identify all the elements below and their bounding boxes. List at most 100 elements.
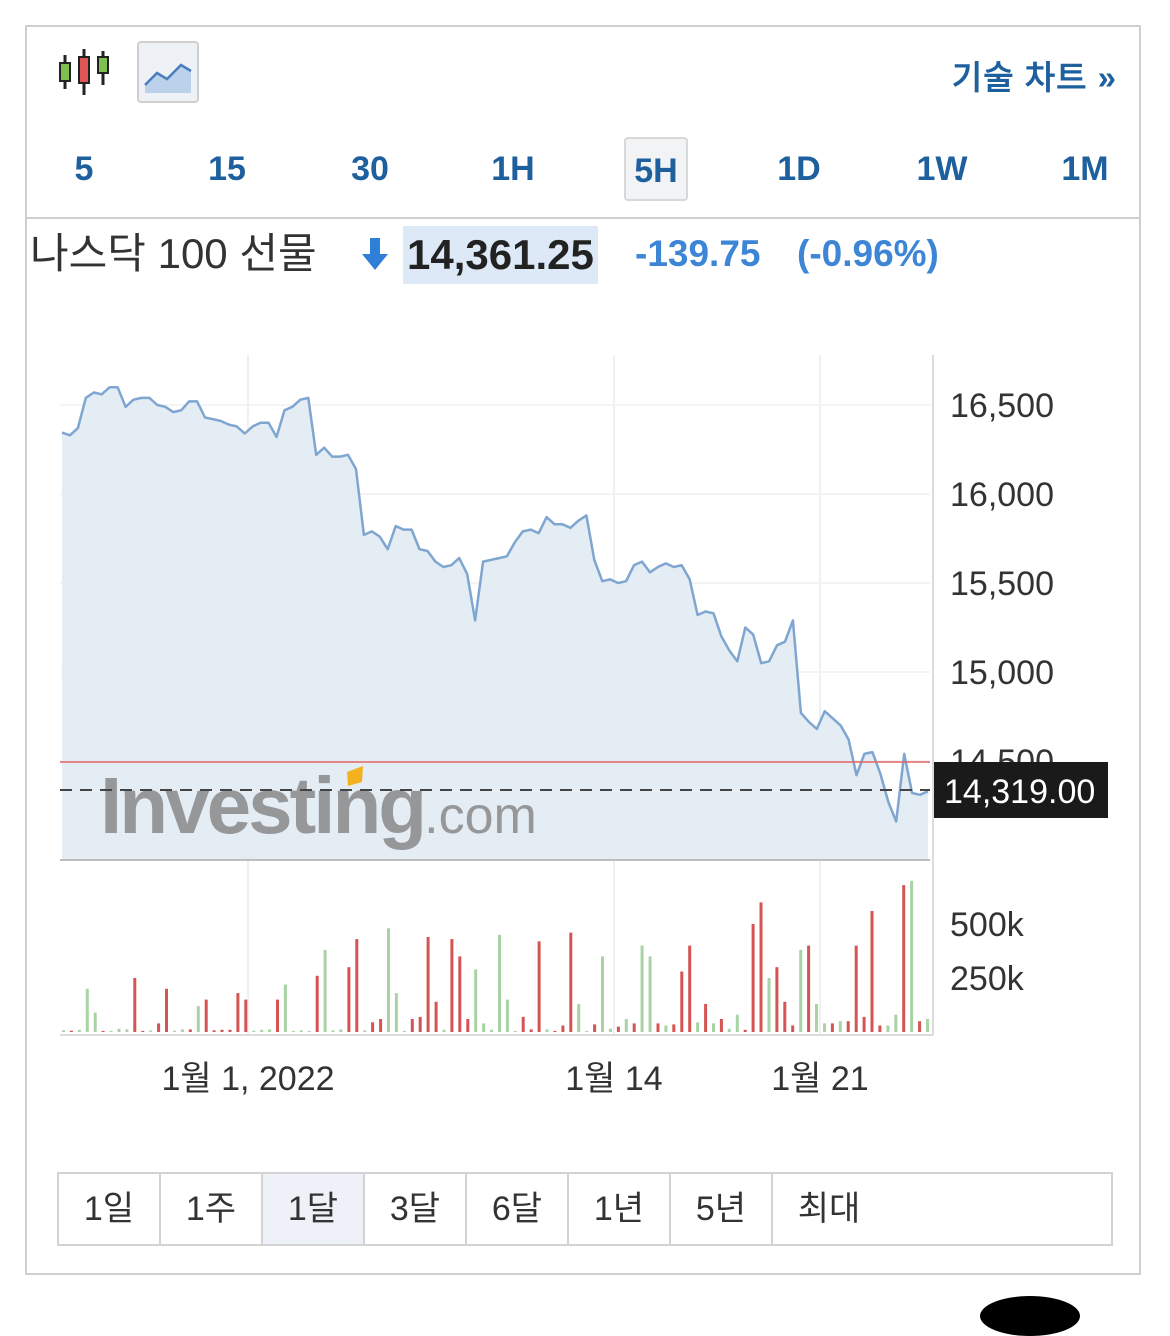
volume-bar xyxy=(624,1019,628,1032)
volume-bar xyxy=(577,1003,581,1032)
volume-bar xyxy=(537,941,541,1032)
timeframe-15[interactable]: 15 xyxy=(208,150,246,188)
price-chart[interactable]: Investing.com 16,500 16,000 15,500 15,000 14,… xyxy=(0,0,1170,1160)
timeframe-1m[interactable]: 1M xyxy=(1061,150,1109,188)
overlay-shape xyxy=(980,1296,1080,1336)
volume-bar xyxy=(918,1021,922,1032)
chart-toolbar: 기술 차트 » 5 15 30 1H 5H 1D 1W 1M xyxy=(27,27,1139,219)
area-chart-icon[interactable] xyxy=(137,41,199,103)
volume-bar xyxy=(363,1030,367,1032)
volume-tick-label: 500k xyxy=(950,906,1025,944)
timeframe-1h[interactable]: 1H xyxy=(491,150,535,188)
volume-bar xyxy=(830,1023,834,1032)
volume-bar xyxy=(196,1006,200,1032)
timeframe-selector: 5 15 30 1H 5H 1D 1W 1M xyxy=(27,137,1139,201)
timeframe-5h[interactable]: 5H xyxy=(624,137,688,201)
volume-bar xyxy=(458,956,462,1032)
volume-bar xyxy=(664,1025,668,1032)
range-1-month[interactable]: 1달 xyxy=(263,1174,365,1244)
volume-bar xyxy=(815,1003,818,1032)
instrument-name: 나스닥 100 선물 xyxy=(30,230,317,277)
volume-bar xyxy=(355,939,359,1032)
volume-bar xyxy=(410,1019,414,1032)
volume-bar xyxy=(283,984,287,1032)
volume-bar xyxy=(236,993,240,1032)
volume-bar xyxy=(442,1029,446,1032)
volume-bar xyxy=(402,1030,406,1032)
volume-bar xyxy=(894,1014,898,1032)
date-tick-label: 1월 14 xyxy=(565,1060,662,1098)
candlestick-chart-icon[interactable] xyxy=(53,41,115,103)
volume-bar xyxy=(838,1021,842,1032)
volume-bar xyxy=(608,1028,612,1032)
volume-bar xyxy=(482,1023,486,1032)
volume-bar xyxy=(616,1026,620,1032)
volume-bar xyxy=(513,1030,517,1032)
range-max[interactable]: 최대 xyxy=(797,1190,861,1228)
volume-bar xyxy=(212,1030,216,1032)
volume-bar xyxy=(173,1030,176,1032)
timeframe-1d[interactable]: 1D xyxy=(777,150,821,188)
price-line xyxy=(61,385,929,823)
volume-bar xyxy=(260,1029,264,1032)
volume-bar xyxy=(276,999,279,1032)
volume-bar xyxy=(371,1022,375,1032)
volume-bar xyxy=(696,1022,700,1032)
volume-bar xyxy=(165,988,168,1032)
volume-bar xyxy=(926,1019,929,1032)
volume-bar xyxy=(141,1030,145,1032)
volume-bar xyxy=(315,975,319,1032)
volume-bar xyxy=(870,911,874,1032)
range-5-years[interactable]: 5년 xyxy=(671,1174,773,1244)
volume-bar xyxy=(450,939,454,1032)
volume-bar xyxy=(85,988,89,1032)
date-tick-label: 1월 21 xyxy=(771,1060,868,1098)
volume-bar xyxy=(545,1029,549,1032)
volume-bar xyxy=(490,1029,493,1032)
timeframe-5[interactable]: 5 xyxy=(74,150,94,188)
date-tick-label: 1월 1, 2022 xyxy=(161,1060,334,1098)
volume-bar xyxy=(291,1030,295,1032)
volume-bar xyxy=(188,1029,192,1032)
volume-bar xyxy=(569,932,573,1032)
volume-bar xyxy=(807,945,811,1032)
volume-bar xyxy=(553,1030,557,1032)
timeframe-30[interactable]: 30 xyxy=(351,150,389,188)
volume-bar xyxy=(434,1001,438,1032)
volume-bar xyxy=(474,969,478,1032)
volume-bar xyxy=(299,1030,303,1032)
technical-chart-link[interactable]: 기술 차트 » xyxy=(951,59,1117,96)
range-1-day[interactable]: 1일 xyxy=(59,1174,161,1244)
timeframe-1w[interactable]: 1W xyxy=(916,150,968,188)
range-1-year[interactable]: 1년 xyxy=(569,1174,671,1244)
volume-bar xyxy=(244,999,248,1032)
volume-bar xyxy=(688,945,692,1032)
volume-bar xyxy=(862,1016,866,1032)
range-3-months[interactable]: 3달 xyxy=(365,1174,467,1244)
watermark-logo: Investing.com xyxy=(100,761,537,850)
range-6-months[interactable]: 6달 xyxy=(467,1174,569,1244)
volume-bar xyxy=(672,1024,676,1032)
volume-bar xyxy=(759,902,763,1032)
volume-bar xyxy=(601,956,604,1032)
price-tick-label: 15,500 xyxy=(950,565,1054,603)
volume-bar xyxy=(117,1028,121,1032)
range-1-week[interactable]: 1주 xyxy=(161,1174,263,1244)
price-change: -139.75 xyxy=(635,233,761,274)
volume-bar xyxy=(902,885,906,1032)
volume-bar xyxy=(561,1025,565,1032)
volume-bar xyxy=(799,949,803,1032)
price-tick-label: 16,000 xyxy=(950,476,1054,514)
volume-bar xyxy=(252,1030,256,1032)
last-price: 14,361.25 xyxy=(403,226,598,284)
volume-bar xyxy=(878,1025,882,1032)
volume-bar xyxy=(69,1030,73,1032)
volume-bar xyxy=(93,1012,97,1032)
volume-bar xyxy=(133,978,137,1032)
volume-bar xyxy=(77,1029,81,1032)
volume-bar xyxy=(379,1019,383,1032)
volume-bar xyxy=(109,1030,113,1032)
volume-bar xyxy=(648,956,652,1032)
volume-bar xyxy=(640,945,644,1032)
volume-bar xyxy=(593,1024,597,1032)
